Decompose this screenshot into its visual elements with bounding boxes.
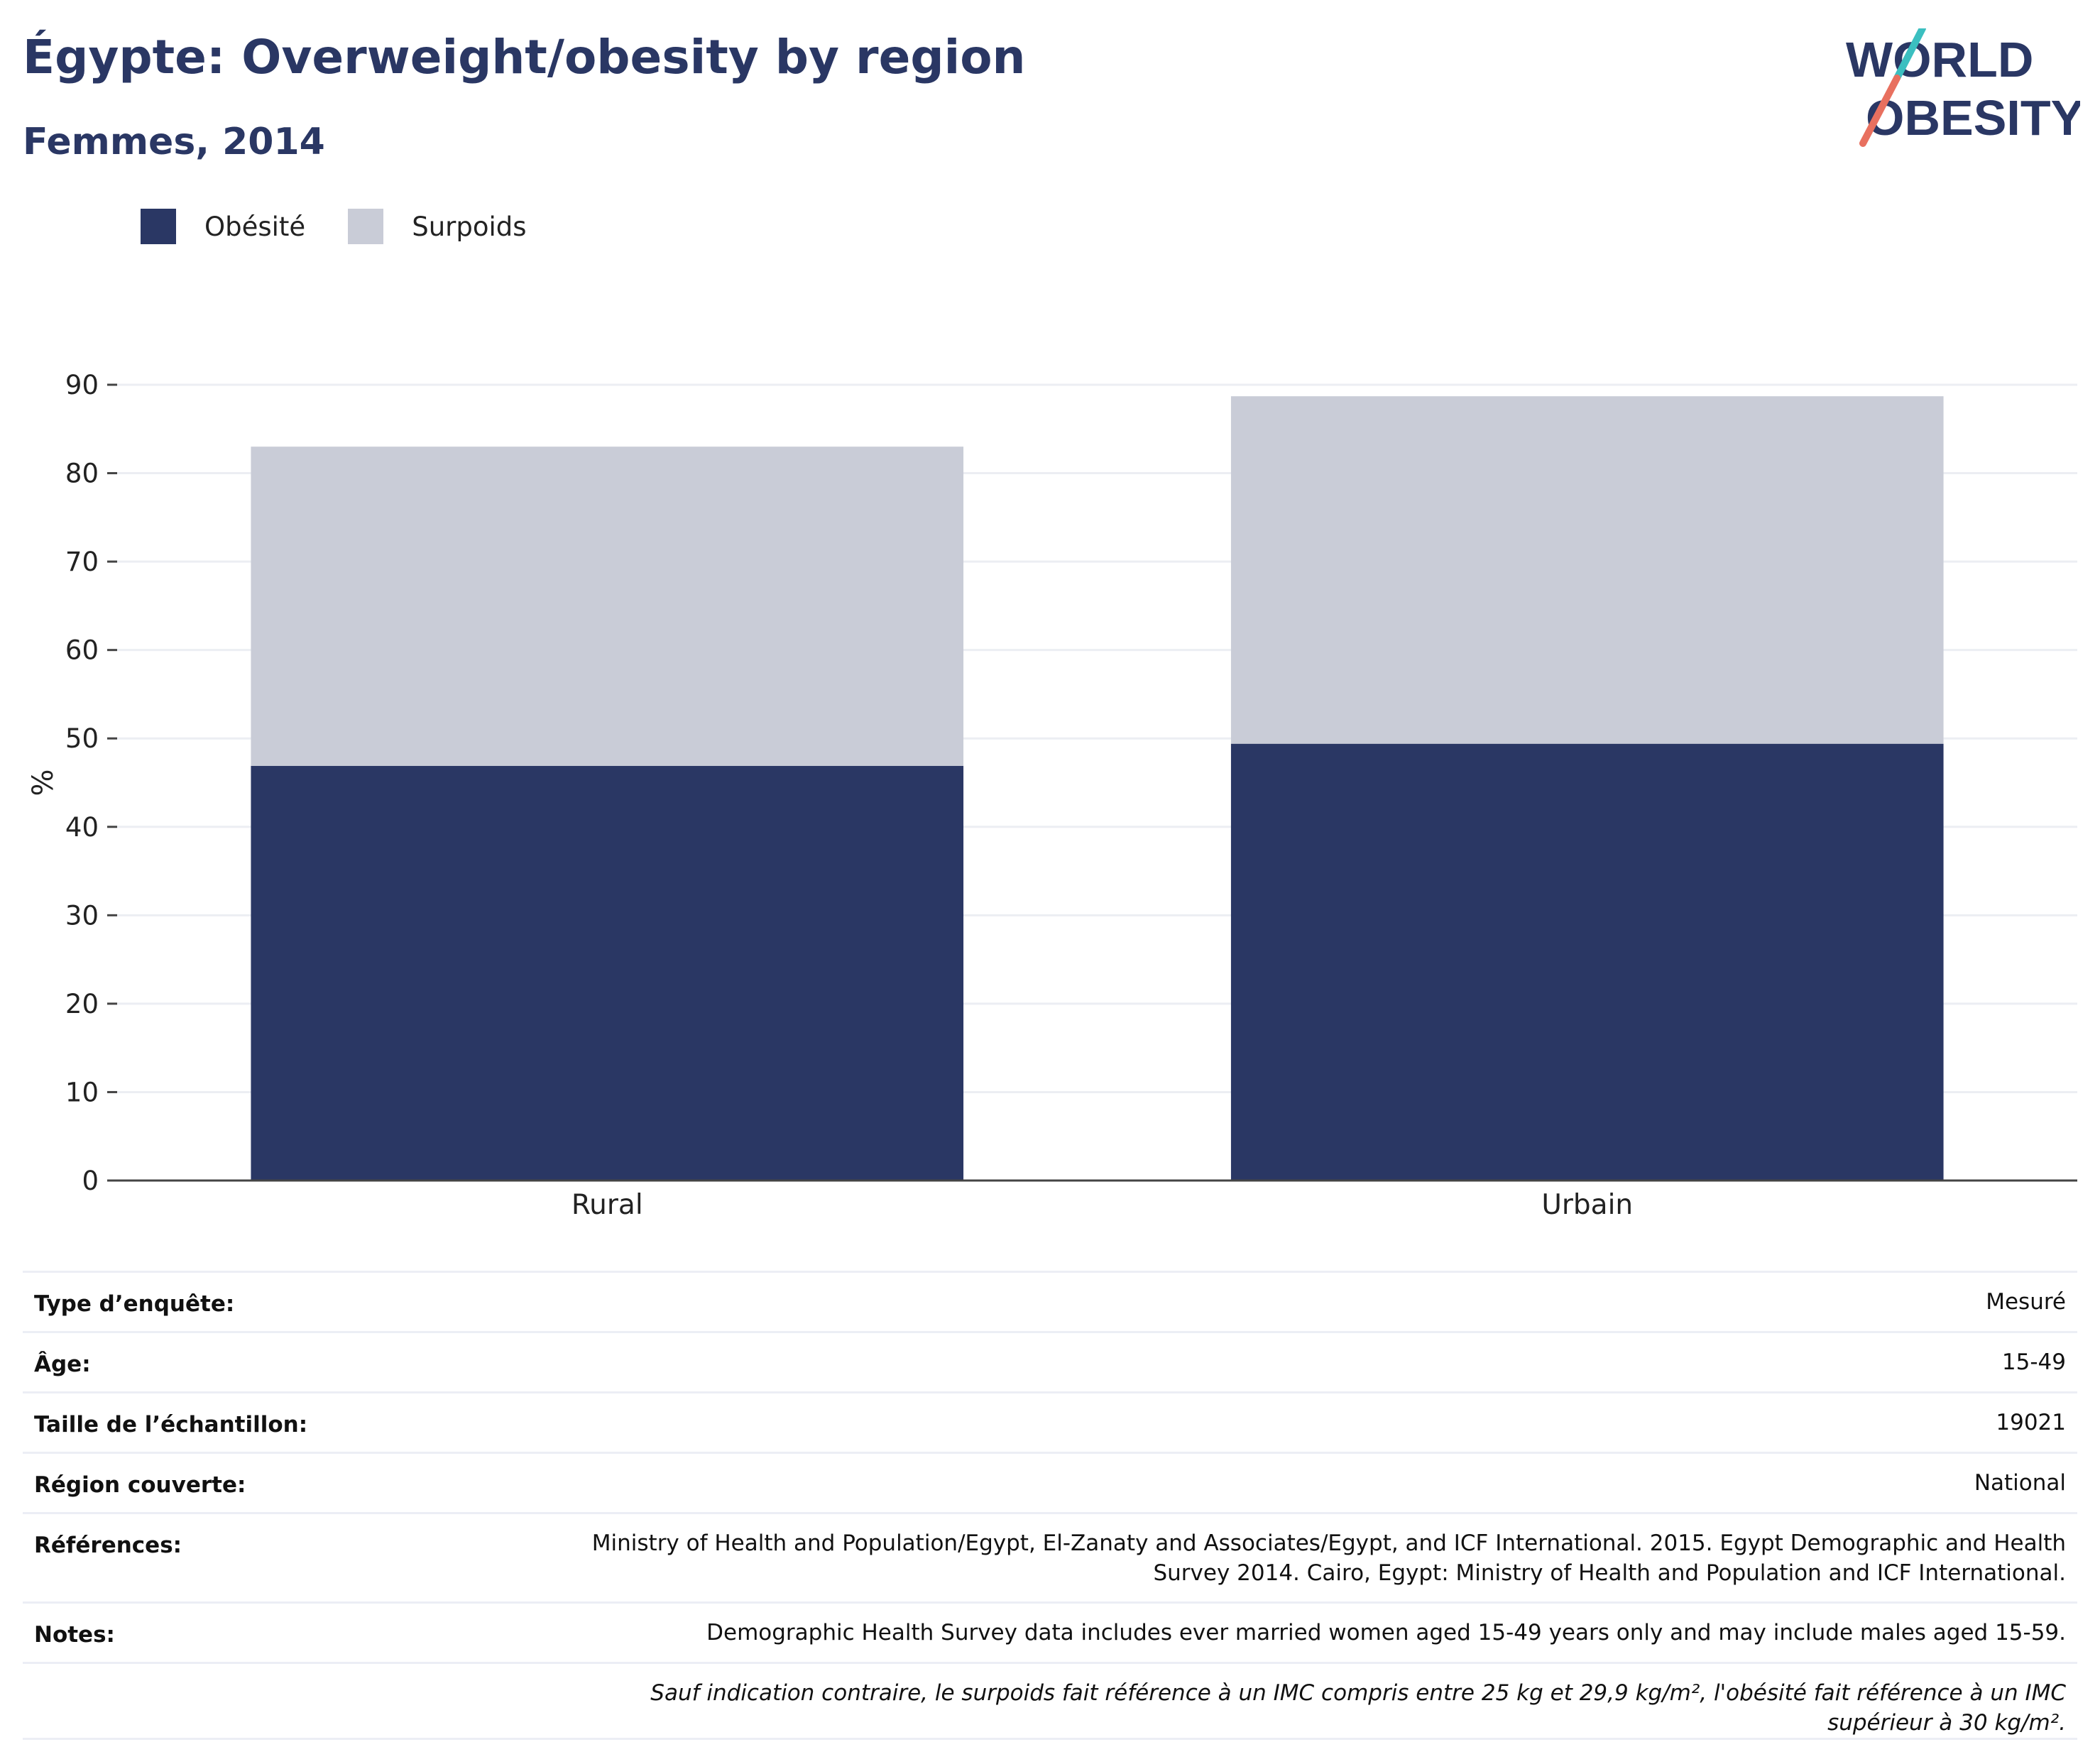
y-tick-label: 50	[65, 723, 99, 754]
x-tick-label: Urbain	[1541, 1189, 1633, 1221]
info-value: Mesuré	[1986, 1289, 2066, 1315]
info-label: Région couverte:	[34, 1472, 246, 1498]
y-tick-label: 70	[65, 547, 99, 577]
legend-swatch-overweight	[348, 209, 384, 244]
legend-label-overweight: Surpoids	[412, 211, 527, 242]
info-value: National	[1974, 1470, 2066, 1496]
bmi-footnote: Sauf indication contraire, le surpoids f…	[650, 1680, 2066, 1736]
logo-line2: OBESITY	[1866, 90, 2080, 146]
chart-subtitle: Femmes, 2014	[23, 121, 325, 163]
y-tick-label: 40	[65, 812, 99, 843]
y-tick-label: 30	[65, 900, 99, 931]
bar-obesity-urbain	[1230, 743, 1944, 1181]
info-row-footnote: Sauf indication contraire, le surpoids f…	[23, 1662, 2077, 1740]
info-label: Type d’enquête:	[34, 1291, 235, 1317]
info-label: Taille de l’échantillon:	[34, 1412, 308, 1437]
y-tick-label: 20	[65, 989, 99, 1019]
legend-label-obesity: Obésité	[204, 211, 306, 242]
bar-overweight-rural	[251, 447, 964, 766]
y-tick-label: 60	[65, 635, 99, 666]
info-label: Notes:	[34, 1622, 115, 1648]
info-row-sample-size: Taille de l’échantillon: 19021	[23, 1391, 2077, 1452]
info-value: Ministry of Health and Population/Egypt,…	[591, 1530, 2066, 1586]
logo-slash-coral	[1859, 75, 1901, 147]
legend-swatch-obesity	[141, 209, 176, 244]
info-value: 19021	[1996, 1410, 2066, 1435]
info-value: 15-49	[2001, 1349, 2066, 1375]
bar-obesity-rural	[251, 765, 964, 1181]
world-obesity-logo: WORLD OBESITY	[1846, 28, 2080, 147]
y-tick-label: 10	[65, 1077, 99, 1107]
info-row-references: Références: Ministry of Health and Popul…	[23, 1512, 2077, 1601]
bar-overweight-urbain	[1230, 396, 1944, 744]
legend-item-overweight[interactable]: Surpoids	[348, 209, 527, 244]
chart-legend: Obésité Surpoids	[141, 209, 569, 244]
logo-slash-teal	[1893, 28, 1926, 82]
info-row-notes: Notes: Demographic Health Survey data in…	[23, 1601, 2077, 1662]
y-axis-label: %	[27, 769, 60, 796]
info-row-region: Région couverte: National	[23, 1452, 2077, 1512]
chart-title: Égypte: Overweight/obesity by region	[23, 30, 1026, 84]
info-value: Demographic Health Survey data includes …	[706, 1620, 2066, 1645]
info-label: Âge:	[34, 1352, 91, 1377]
stacked-bar-chart: 0 10 20 30 40 50 60 70 80 90% Rural Urbain	[27, 370, 2077, 1221]
legend-item-obesity[interactable]: Obésité	[141, 209, 305, 244]
y-tick-label: 90	[65, 370, 99, 400]
info-row-survey-type: Type d’enquête: Mesuré	[23, 1271, 2077, 1331]
y-tick-label: 80	[65, 459, 99, 489]
x-tick-label: Rural	[572, 1189, 643, 1221]
info-row-age: Âge: 15-49	[23, 1331, 2077, 1391]
logo-line1: WORLD	[1846, 32, 2033, 87]
y-tick-label: 0	[82, 1166, 99, 1196]
survey-info-table: Type d’enquête: Mesuré Âge: 15-49 Taille…	[23, 1271, 2077, 1740]
info-label: Références:	[34, 1533, 182, 1558]
